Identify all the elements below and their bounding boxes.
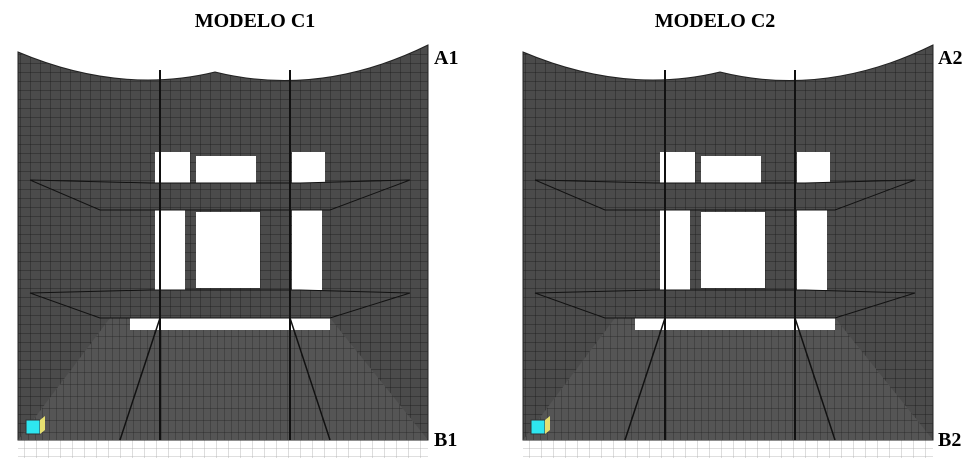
point-label: B2: [938, 429, 961, 451]
panel-title: MODELO C2: [655, 10, 776, 32]
point-label: B1: [434, 429, 457, 451]
model-c1: [18, 45, 428, 458]
model-c2: [523, 45, 933, 458]
figure: MODELO C1 A1 B1 MODELO C2 A2 B2: [0, 0, 977, 465]
point-label: A2: [938, 47, 962, 69]
point-label: A1: [434, 47, 458, 69]
panel-title: MODELO C1: [195, 10, 316, 32]
